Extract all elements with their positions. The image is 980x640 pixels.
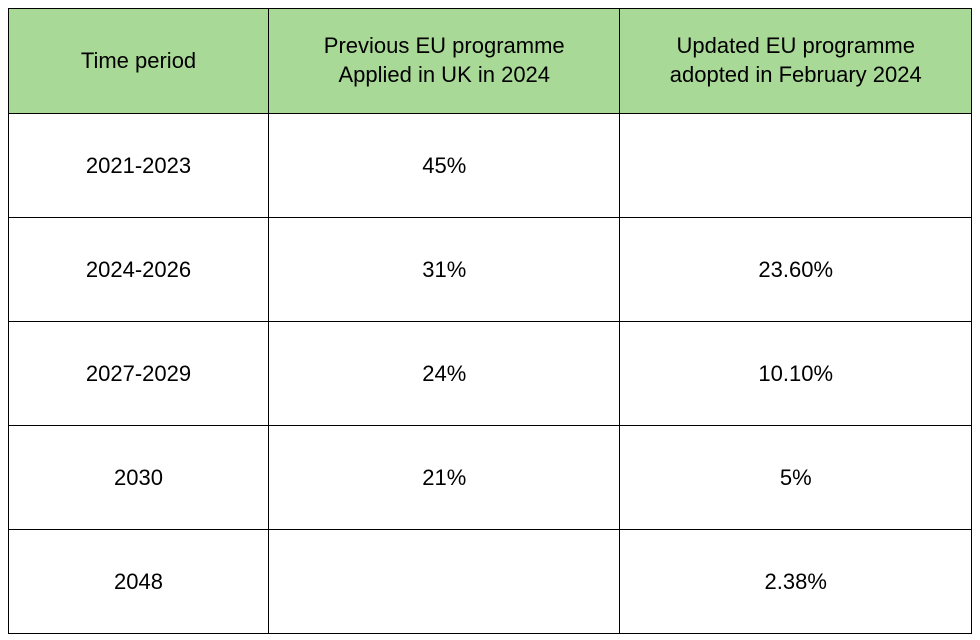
header-updated-eu: Updated EU programme adopted in February …: [620, 9, 972, 114]
header-previous-eu-line1: Previous EU programme: [324, 33, 565, 58]
header-previous-eu-line2: Applied in UK in 2024: [338, 62, 550, 87]
cell-updated-4: 2.38%: [620, 530, 972, 634]
cell-prev-1: 31%: [269, 218, 620, 322]
header-updated-eu-line2: adopted in February 2024: [670, 62, 922, 87]
cell-prev-0: 45%: [269, 114, 620, 218]
cell-updated-1: 23.60%: [620, 218, 972, 322]
header-updated-eu-line1: Updated EU programme: [677, 33, 915, 58]
cell-updated-3: 5%: [620, 426, 972, 530]
cell-updated-0: [620, 114, 972, 218]
table-row: 2048 2.38%: [9, 530, 972, 634]
cell-period-0: 2021-2023: [9, 114, 269, 218]
cell-period-3: 2030: [9, 426, 269, 530]
table-row: 2021-2023 45%: [9, 114, 972, 218]
header-time-period: Time period: [9, 9, 269, 114]
table-row: 2027-2029 24% 10.10%: [9, 322, 972, 426]
cell-period-1: 2024-2026: [9, 218, 269, 322]
cell-updated-2: 10.10%: [620, 322, 972, 426]
cell-prev-3: 21%: [269, 426, 620, 530]
cell-period-4: 2048: [9, 530, 269, 634]
cell-prev-4: [269, 530, 620, 634]
header-previous-eu: Previous EU programme Applied in UK in 20…: [269, 9, 620, 114]
table-row: 2030 21% 5%: [9, 426, 972, 530]
eu-programme-table: Time period Previous EU programme Applied…: [8, 8, 972, 634]
table-row: 2024-2026 31% 23.60%: [9, 218, 972, 322]
cell-period-2: 2027-2029: [9, 322, 269, 426]
table-header-row: Time period Previous EU programme Applied…: [9, 9, 972, 114]
cell-prev-2: 24%: [269, 322, 620, 426]
